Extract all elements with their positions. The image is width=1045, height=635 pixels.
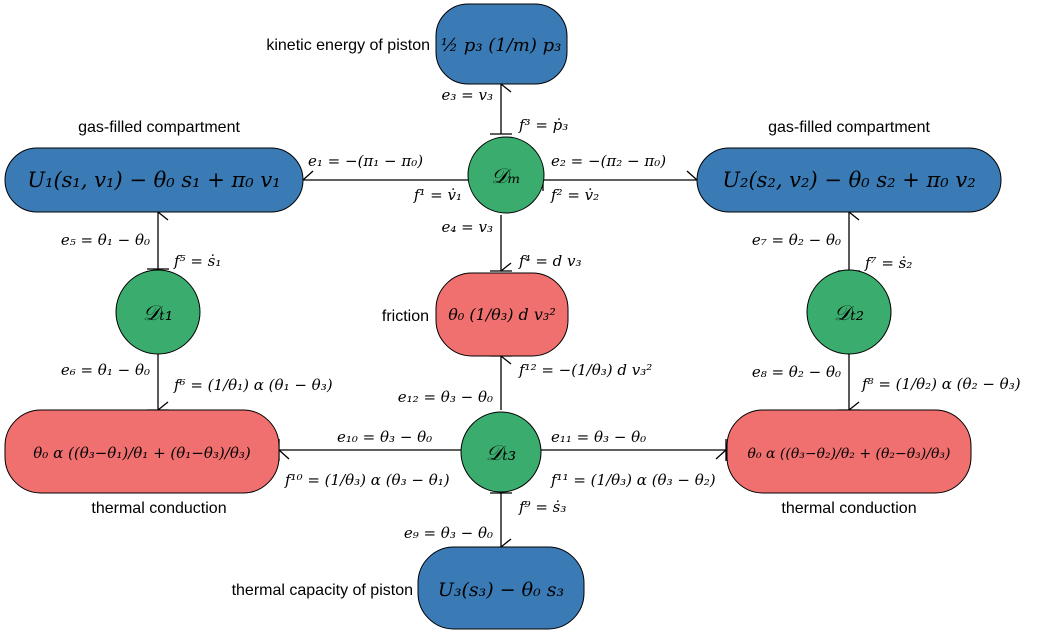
label-f5: f⁵ = ṡ₁ xyxy=(173,252,221,270)
label-e6: e₆ = θ₁ − θ₀ xyxy=(61,361,150,379)
conduction-right-box xyxy=(726,409,972,494)
dm-circle xyxy=(467,136,545,214)
label-f4: f⁴ = d v₃ xyxy=(518,252,582,270)
gas-left-box xyxy=(4,147,304,213)
label-e10: e₁₀ = θ₃ − θ₀ xyxy=(337,428,432,446)
friction-box xyxy=(435,272,569,357)
gas-left-formula: U₁(s₁, v₁) − θ₀ s₁ + π₀ v₁ xyxy=(27,168,280,192)
node-conduction-left: θ₀ α ((θ₃−θ₁)/θ₁ + (θ₁−θ₃)/θ₃) thermal c… xyxy=(4,409,280,517)
kinetic-energy-formula: ½ p₃ (1/m) p₃ xyxy=(441,35,562,56)
edge-dt1-condleft xyxy=(147,354,169,411)
edge-dt3-thermal xyxy=(490,492,512,548)
label-e1: e₁ = −(π₁ − π₀) xyxy=(308,152,423,170)
label-f12: f¹² = −(1/θ₃) d v₃² xyxy=(518,361,652,379)
conduction-left-box xyxy=(4,409,280,494)
conduction-left-formula: θ₀ α ((θ₃−θ₁)/θ₁ + (θ₁−θ₃)/θ₃) xyxy=(33,444,251,462)
label-f1: f¹ = v̇₁ xyxy=(413,186,462,204)
thermal-capacity-formula: U₃(s₃) − θ₀ s₃ xyxy=(438,579,564,601)
node-gas-left: U₁(s₁, v₁) − θ₀ s₁ + π₀ v₁ gas-filled co… xyxy=(4,119,304,213)
dt1-circle xyxy=(115,269,201,355)
dm-label: 𝒟ₘ xyxy=(491,164,521,188)
node-dt2: 𝒟ₜ₂ xyxy=(806,269,892,355)
dt3-label: 𝒟ₜ₃ xyxy=(486,441,516,465)
label-f11: f¹¹ = (1/θ₃) α (θ₃ − θ₂) xyxy=(550,471,716,489)
label-f7: f⁷ = ṡ₂ xyxy=(864,254,912,272)
label-f6: f⁶ = (1/θ₁) α (θ₁ − θ₃) xyxy=(173,376,333,394)
edge-gasright-dt2 xyxy=(838,211,860,272)
conduction-right-caption: thermal conduction xyxy=(781,500,916,517)
node-dt3: 𝒟ₜ₃ xyxy=(460,411,542,493)
label-f8: f⁸ = (1/θ₂) α (θ₂ − θ₃) xyxy=(861,375,1021,393)
edge-dm-friction xyxy=(490,215,512,272)
thermal-capacity-box xyxy=(417,546,585,630)
label-f2: f² = v̇₂ xyxy=(550,186,599,204)
conduction-right-formula: θ₀ α ((θ₃−θ₂)/θ₂ + (θ₂−θ₃)/θ₃) xyxy=(748,446,951,462)
edge-gasleft-dm xyxy=(302,170,469,181)
label-e12: e₁₂ = θ₃ − θ₀ xyxy=(398,388,493,406)
friction-formula: θ₀ (1/θ₃) d v₃² xyxy=(448,305,556,324)
gas-right-formula: U₂(s₂, v₂) − θ₀ s₂ + π₀ v₂ xyxy=(722,168,975,192)
gas-right-caption: gas-filled compartment xyxy=(768,119,930,136)
label-e2: e₂ = −(π₂ − π₀) xyxy=(551,152,666,170)
gas-right-box xyxy=(696,147,1002,213)
node-dm: 𝒟ₘ xyxy=(467,136,545,214)
dt1-label: 𝒟ₜ₁ xyxy=(143,301,173,325)
edge-dt3-condright xyxy=(541,439,727,461)
dt3-circle xyxy=(460,411,542,493)
label-f3: f³ = ṗ₃ xyxy=(518,116,568,134)
dt2-label: 𝒟ₜ₂ xyxy=(834,301,864,325)
label-e5: e₅ = θ₁ − θ₀ xyxy=(61,231,150,249)
node-friction: θ₀ (1/θ₃) d v₃² friction xyxy=(382,272,569,357)
conduction-left-caption: thermal conduction xyxy=(91,500,226,517)
label-e7: e₇ = θ₂ − θ₀ xyxy=(752,231,841,249)
label-e11: e₁₁ = θ₃ − θ₀ xyxy=(551,428,646,446)
kinetic-energy-box xyxy=(435,3,568,85)
edge-gasleft-dt1 xyxy=(147,211,169,270)
label-e9: e₉ = θ₃ − θ₀ xyxy=(404,524,493,542)
node-conduction-right: θ₀ α ((θ₃−θ₂)/θ₂ + (θ₂−θ₃)/θ₃) thermal c… xyxy=(726,409,972,517)
dt2-circle xyxy=(806,269,892,355)
label-e3: e₃ = v₃ xyxy=(442,86,493,104)
node-thermal-capacity: U₃(s₃) − θ₀ s₃ thermal capacity of pisto… xyxy=(232,546,585,630)
node-gas-right: U₂(s₂, v₂) − θ₀ s₂ + π₀ v₂ gas-filled co… xyxy=(696,119,1002,213)
label-e8: e₈ = θ₂ − θ₀ xyxy=(752,363,841,381)
label-f9: f⁹ = ṡ₃ xyxy=(518,498,566,516)
label-f10: f¹⁰ = (1/θ₃) α (θ₃ − θ₁) xyxy=(284,471,450,489)
label-e4: e₄ = v₃ xyxy=(442,218,493,236)
gas-left-caption: gas-filled compartment xyxy=(78,119,240,136)
edge-dt3-friction xyxy=(490,355,512,410)
thermal-capacity-caption: thermal capacity of piston xyxy=(232,582,413,599)
edge-kinetic-dm xyxy=(490,83,512,135)
node-kinetic-energy: ½ p₃ (1/m) p₃ kinetic energy of piston xyxy=(266,3,568,85)
kinetic-energy-caption: kinetic energy of piston xyxy=(266,37,430,54)
edge-dt2-condright xyxy=(838,354,860,411)
node-dt1: 𝒟ₜ₁ xyxy=(115,269,201,355)
friction-caption: friction xyxy=(382,308,429,325)
